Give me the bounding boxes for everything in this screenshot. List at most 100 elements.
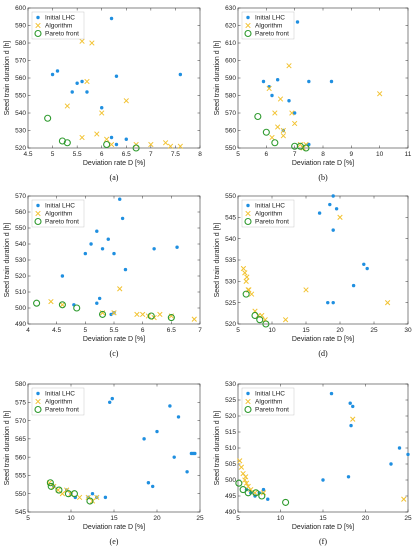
data-point-pareto: [235, 479, 243, 487]
legend-marker-pareto: [34, 217, 42, 226]
data-point-pareto: [33, 299, 41, 307]
x-tick-label: 5: [84, 327, 88, 334]
y-axis-label: Seed train duration d [h]: [4, 41, 11, 116]
data-point-algorithm: [303, 287, 309, 293]
y-tick-label: 530: [225, 381, 236, 388]
data-point-lhc: [106, 237, 110, 241]
data-point-lhc: [168, 404, 172, 408]
y-tick-label: 630: [225, 5, 236, 12]
data-point-lhc: [110, 396, 114, 401]
legend-marker-pareto: [244, 29, 252, 38]
data-point-pareto: [58, 137, 66, 145]
legend-label: Algorithm: [45, 399, 72, 406]
panel-a: 4.5 5 5.5 6 6.5 7 7.5 8 520 530 540 550 560 570 580 590…: [4, 5, 202, 182]
data-point-lhc: [155, 429, 159, 434]
y-tick-label: 520: [15, 273, 26, 280]
x-tick-label: 5: [26, 515, 30, 522]
x-tick-label: 15: [110, 515, 118, 522]
y-tick-label: 600: [15, 5, 26, 12]
data-point-lhc: [50, 72, 55, 77]
legend-marker-lhc: [36, 15, 40, 20]
data-point-lhc: [349, 423, 353, 428]
legend-label: Algorithm: [45, 211, 72, 218]
series-pareto-front: [46, 479, 94, 505]
x-tick-label: 6: [265, 151, 269, 158]
x-tick-label: 25: [404, 515, 412, 522]
panel-label: (e): [110, 537, 119, 546]
data-point-lhc: [75, 81, 79, 85]
data-point-lhc: [334, 207, 339, 211]
data-point-pareto: [44, 114, 52, 122]
data-point-lhc: [365, 266, 369, 271]
data-point-pareto: [262, 320, 270, 328]
data-point-lhc: [124, 137, 128, 141]
y-tick-label: 560: [15, 209, 26, 216]
data-point-lhc: [348, 401, 352, 405]
data-point-algorithm: [269, 134, 275, 141]
data-point-algorithm: [275, 124, 281, 130]
data-point-lhc: [362, 262, 366, 266]
data-point-lhc: [118, 197, 122, 201]
legend-marker-pareto: [34, 29, 42, 38]
x-tick-label: 7: [198, 327, 202, 334]
y-tick-label: 540: [15, 241, 26, 248]
y-tick-label: 550: [15, 225, 26, 232]
panel-c: 4 4.5 5 5.5 6 6.5 7 490 500 510 520 530 540 550 560 570…: [4, 193, 202, 358]
data-point-algorithm: [76, 494, 83, 501]
y-tick-label: 550: [15, 491, 26, 498]
x-tick-label: 5: [236, 151, 240, 158]
x-axis-label: Deviation rate D [%]: [292, 524, 354, 531]
data-point-lhc: [83, 251, 88, 256]
data-point-lhc: [295, 20, 300, 24]
data-point-lhc: [193, 451, 197, 456]
legend-label: Pareto front: [45, 219, 79, 226]
data-point-algorithm: [108, 141, 115, 148]
panel-label: (c): [110, 349, 119, 358]
y-tick-label: 530: [225, 279, 236, 286]
data-point-lhc: [389, 462, 393, 466]
y-tick-label: 580: [15, 381, 26, 388]
legend-label: Pareto front: [255, 407, 289, 414]
y-axis-label: Seed train duration d [h]: [214, 223, 221, 298]
data-point-lhc: [108, 400, 112, 404]
series-initial-lhc: [317, 194, 369, 305]
data-point-pareto: [70, 490, 78, 498]
x-tick-label: 4.5: [23, 151, 32, 158]
data-point-lhc: [60, 274, 65, 278]
data-point-pareto: [242, 290, 250, 298]
x-tick-label: 6.5: [167, 327, 176, 334]
data-point-lhc: [70, 90, 74, 94]
y-tick-label: 580: [225, 93, 236, 100]
data-point-algorithm: [243, 278, 249, 284]
series-pareto-front: [33, 299, 175, 322]
y-tick-label: 540: [15, 110, 26, 117]
data-point-pareto: [73, 304, 81, 312]
y-tick-label: 535: [225, 257, 236, 264]
panel-label: (b): [318, 173, 328, 182]
y-tick-label: 510: [15, 289, 26, 296]
x-tick-label: 20: [153, 515, 161, 522]
x-tick-label: 6.5: [122, 151, 131, 158]
y-tick-label: 525: [225, 397, 236, 404]
data-point-pareto: [147, 312, 155, 320]
y-tick-label: 505: [225, 461, 236, 468]
data-point-lhc: [326, 300, 330, 305]
panel-label: (d): [318, 349, 328, 358]
data-point-lhc: [261, 487, 266, 492]
panel-label: (f): [319, 537, 327, 546]
data-point-lhc: [261, 79, 266, 84]
y-axis-label: Seed train duration d [h]: [4, 223, 11, 298]
data-point-pareto: [46, 479, 54, 487]
data-point-lhc: [97, 296, 102, 301]
y-tick-label: 550: [225, 193, 236, 200]
x-tick-label: 25: [196, 515, 204, 522]
x-tick-label: 10: [376, 151, 384, 158]
data-point-lhc: [114, 142, 119, 147]
data-point-algorithm: [280, 133, 286, 139]
data-point-algorithm: [79, 134, 85, 141]
x-tick-label: 5: [51, 151, 55, 158]
legend-label: Pareto front: [45, 31, 79, 38]
